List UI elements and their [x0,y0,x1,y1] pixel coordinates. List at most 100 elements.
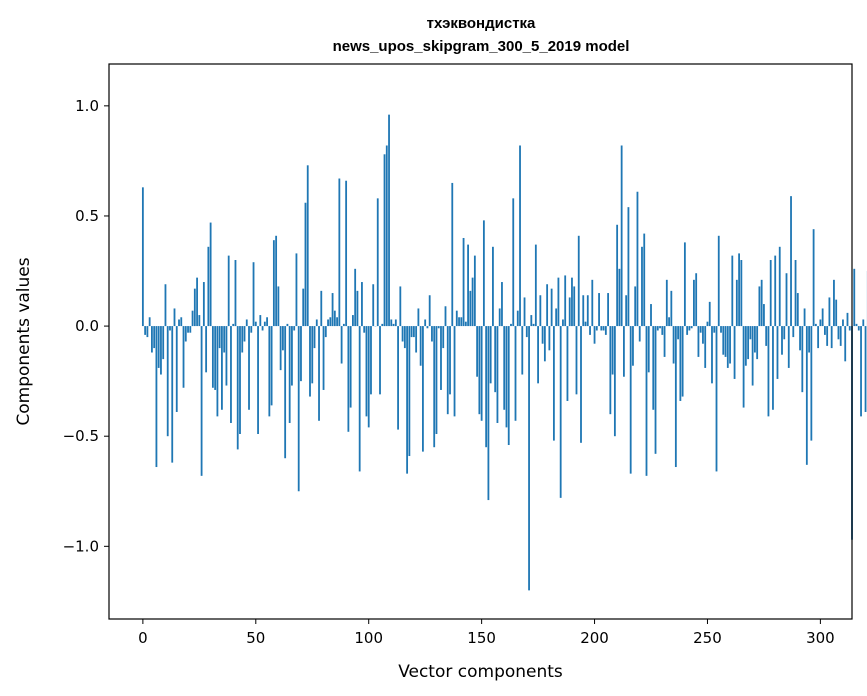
bar-118 [408,326,411,457]
bar-266 [742,326,745,408]
bar-154 [489,326,492,384]
bar-107 [383,154,386,327]
bar-160 [503,326,506,410]
bar-227 [654,326,657,454]
bar-308 [837,326,840,340]
bar-21 [189,326,192,333]
bar-185 [559,326,562,498]
bar-178 [543,326,546,362]
y-tick-label: 0.0 [75,317,99,335]
bar-17 [180,317,183,327]
bar-12 [169,326,171,331]
bar-76 [313,326,316,349]
bar-249 [704,326,707,368]
bar-219 [636,191,639,327]
bar-13 [171,326,174,463]
bar-286 [787,326,790,368]
bar-81 [324,326,327,338]
bar-230 [661,326,664,335]
bar-247 [699,326,702,333]
bar-202 [598,293,600,327]
bar-120 [412,326,415,338]
bar-86 [336,317,338,327]
bar-164 [512,198,515,327]
bar-312 [846,312,849,327]
bar-1 [144,326,147,335]
bar-46 [245,319,248,327]
bar-199 [591,279,594,327]
x-tick-label: 200 [580,629,609,647]
x-tick-label: 50 [246,629,265,647]
bar-307 [835,299,838,327]
bar-24 [196,277,198,327]
bar-195 [582,295,585,327]
bar-79 [320,290,323,327]
bar-229 [659,326,661,329]
bar-10 [164,284,167,327]
y-axis-label: Components values [14,257,34,425]
bar-258 [724,326,727,357]
bar-319 [862,319,865,327]
bar-150 [480,326,483,421]
bar-216 [629,326,632,474]
y-tick-label: −1.0 [63,537,99,555]
bar-48 [250,326,253,333]
bar-292 [801,326,804,393]
bar-28 [205,326,208,373]
bar-320 [864,326,867,412]
x-tick-label: 100 [354,629,383,647]
bar-111 [392,323,395,327]
bar-7 [157,326,160,368]
bar-70 [300,326,302,382]
bar-289 [794,260,797,327]
bar-0 [141,187,144,327]
bar-309 [839,326,842,346]
bar-41 [234,260,237,327]
bar-153 [487,326,490,501]
bar-310 [842,319,844,327]
bar-72 [304,202,307,327]
bar-271 [753,326,756,353]
x-tick-label: 150 [467,629,496,647]
bar-211 [618,268,621,327]
bar-280 [774,255,777,327]
bar-186 [562,319,564,327]
bar-272 [756,326,759,360]
bar-171 [528,326,530,591]
bar-203 [600,326,603,331]
bar-254 [715,326,718,472]
bar-194 [580,326,582,443]
bar-93 [352,315,354,327]
bar-158 [498,308,501,327]
bar-181 [550,288,553,327]
bar-290 [796,293,799,327]
bar-36 [223,326,226,353]
x-tick-label: 300 [806,629,835,647]
bar-201 [595,326,598,331]
bar-162 [507,326,510,446]
bar-126 [426,326,429,329]
bar-168 [521,326,524,375]
bar-224 [647,326,650,373]
bar-142 [462,237,465,327]
bar-243 [690,326,693,329]
bar-55 [266,317,268,327]
bar-299 [817,326,820,349]
bar-85 [333,310,336,327]
bar-96 [358,326,361,472]
bar-235 [672,326,675,364]
bar-99 [365,326,368,417]
bar-4 [151,326,153,353]
bar-57 [270,326,273,406]
x-tick-label: 250 [693,629,722,647]
bar-106 [381,323,384,327]
bar-59 [275,235,278,327]
bar-236 [674,326,677,468]
bar-250 [706,321,709,327]
bar-291 [799,326,801,351]
x-axis-label: Vector components [398,662,563,682]
bar-294 [805,326,808,465]
bar-80 [322,326,325,390]
bar-282 [778,246,781,327]
bar-264 [738,253,740,327]
